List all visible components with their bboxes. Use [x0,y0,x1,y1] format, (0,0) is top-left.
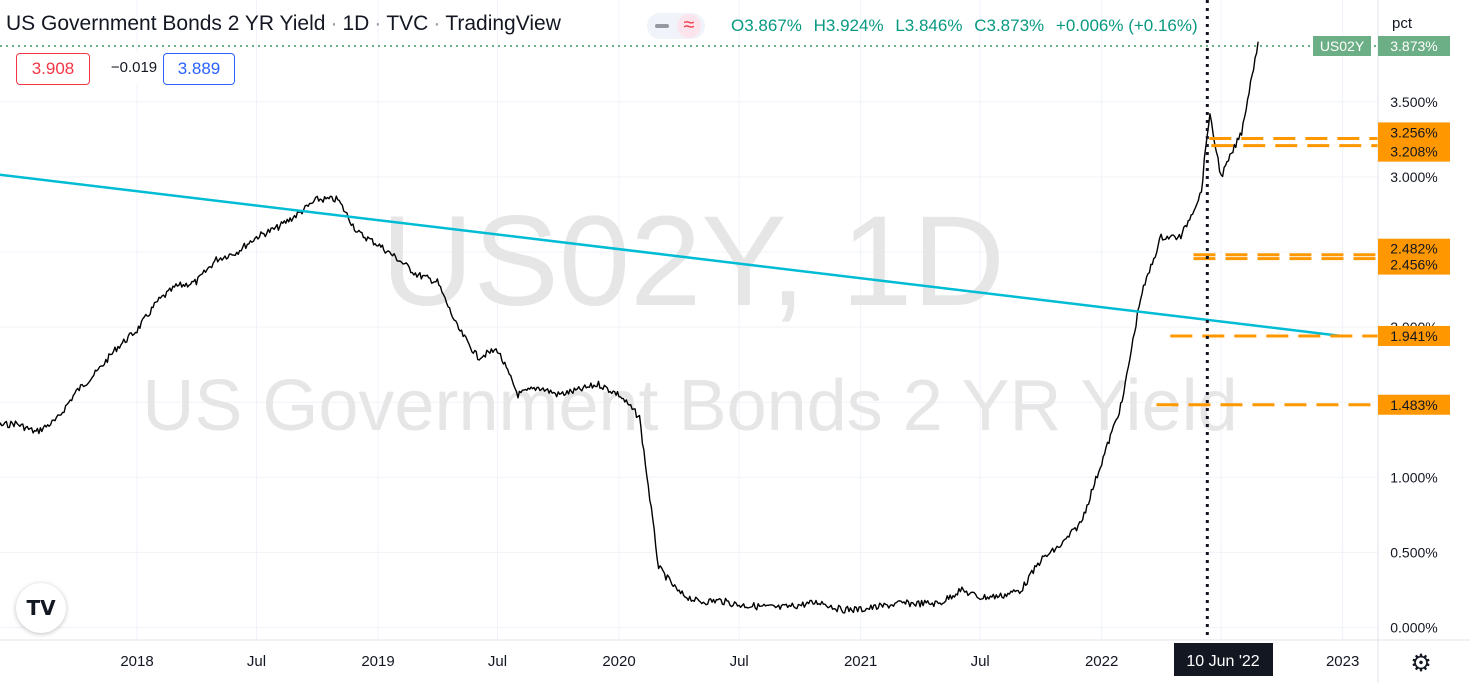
y-tick-label: 1.000% [1390,469,1437,485]
level-label-text: 3.256% [1390,124,1437,140]
x-tick-label: Jul [971,653,990,670]
spread-value: −0.019 [106,53,162,83]
last-symbol-tag [1313,36,1371,56]
horizontal-levels[interactable] [1156,136,1378,407]
level-label-text: 1.483% [1390,397,1437,413]
approx-wave-icon[interactable]: ≈ [677,14,701,38]
ohlc-values: O3.867% H3.924% L3.846% C3.873% +0.006% … [731,16,1198,36]
trendline-segment [0,173,1343,338]
grid-lines [0,0,1378,640]
change-value: +0.006% (+0.16%) [1055,16,1198,35]
x-tick-label: 2018 [120,653,153,670]
series-toggle-pill[interactable]: ≈ [647,13,705,39]
price-series [0,41,1259,614]
level-label-box [1378,394,1450,415]
symbol-name: US Government Bonds 2 YR Yield [6,12,326,35]
y-tick-label: 3.000% [1390,169,1437,185]
exchange-label: TVC [386,12,429,35]
chart-header: US Government Bonds 2 YR Yield · 1D · TVC · Tr… [0,0,1378,46]
separator-dot: · [330,12,338,35]
high-value: H3.924% [813,16,884,35]
level-label-text: 2.456% [1390,257,1437,273]
last-price-value: 3.873% [1390,38,1437,54]
level-labels: 3.256% 3.208% 2.482%2.456% 1.941% 1.483% [1378,122,1450,415]
time-axis[interactable]: 2018 Jul 2019 Jul 2020 Jul 2021 Jul 2022 2023 [120,653,1359,670]
crosshair-date-label: 10 Jun '22 [1174,643,1273,676]
y-tick-label: 0.000% [1390,620,1437,636]
last-price-tag [1378,36,1450,56]
buy-button[interactable]: 3.889 [163,53,235,85]
x-tick-label: 2020 [602,653,635,670]
x-tick-label: 2022 [1085,653,1118,670]
y-tick-label: 0.500% [1390,544,1437,560]
sell-button[interactable]: 3.908 [16,53,90,85]
interval-label[interactable]: 1D [342,12,370,35]
x-tick-label: Jul [730,653,749,670]
open-value: O3.867% [731,16,802,35]
level-label-box [1378,122,1450,143]
source-label: TradingView [445,12,561,35]
gear-icon[interactable]: ⚙ [1410,649,1432,677]
x-tick-label: 2021 [844,653,877,670]
watermark-symbol: US02Y, 1D [381,190,1005,333]
level-label-box [1378,238,1450,259]
level-label-box [1378,141,1450,162]
tradingview-logo-icon[interactable]: TV [16,583,66,633]
low-value: L3.846% [895,16,963,35]
price-axis[interactable]: 0.000%0.500%1.000%1.500%2.000%2.500%3.00… [1390,94,1437,636]
crosshair-date-box [1174,643,1273,676]
separator-dot: · [433,12,441,35]
watermark-description: US Government Bonds 2 YR Yield [142,366,1237,446]
level-label-box [1378,254,1450,275]
level-label-text: 2.482% [1390,241,1437,257]
close-value: C3.873% [974,16,1045,35]
x-tick-label: Jul [488,653,507,670]
x-tick-label: 2019 [361,653,394,670]
crosshair-date-text: 10 Jun '22 [1186,653,1259,670]
last-price-labels: US02Y 3.873% [1313,36,1450,56]
last-symbol-text: US02Y [1320,38,1365,54]
collapse-icon[interactable] [655,24,669,28]
symbol-title[interactable]: US Government Bonds 2 YR Yield · 1D · TVC · Tr… [6,12,561,36]
y-tick-label: 3.500% [1390,94,1437,110]
price-axis-unit: pct [1392,15,1413,32]
trendline[interactable] [0,169,1343,338]
level-label-text: 3.208% [1390,144,1437,160]
separator-dot: · [374,12,382,35]
symbol-watermark: US02Y, 1D US Government Bonds 2 YR Yield [142,190,1237,446]
price-line [0,41,1259,614]
x-tick-label: Jul [247,653,266,670]
level-label-box [1378,325,1450,346]
x-tick-label: 2023 [1326,653,1359,670]
level-label-text: 1.941% [1390,328,1437,344]
